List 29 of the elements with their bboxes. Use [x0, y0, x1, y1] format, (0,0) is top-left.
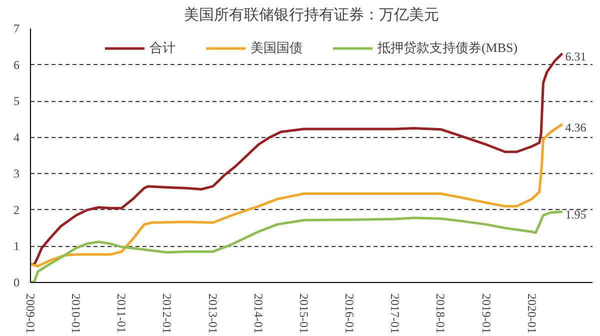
legend-label: 美国国债: [250, 39, 302, 57]
legend-label: 合计: [149, 39, 176, 57]
y-tick-label: 3: [14, 166, 20, 181]
line-series: [30, 123, 564, 268]
y-tick-label: 2: [14, 202, 20, 217]
x-tick-label: 2019-01: [479, 294, 494, 334]
x-tick-label: 2016-01: [342, 294, 357, 334]
x-tick-label: 2017-01: [388, 294, 402, 334]
annotation: 6.31: [565, 50, 586, 64]
x-tick-label: 2009-01: [24, 294, 38, 334]
y-tick-label: 5: [14, 94, 20, 108]
x-tick-label: 2010-01: [69, 294, 84, 334]
y-tick-label: 4: [14, 130, 20, 144]
line-series: [30, 210, 564, 282]
x-tick-label: 2013-01: [206, 294, 220, 334]
annotation: 1.95: [565, 208, 586, 222]
annotation: 4.36: [565, 120, 586, 134]
x-tick-label: 2018-01: [434, 294, 448, 334]
chart-title: 美国所有联储银行持有证券：万亿美元: [184, 6, 439, 24]
x-tick-label: 2012-01: [160, 294, 174, 334]
y-tick-label: 1: [14, 239, 20, 254]
y-tick-label: 6: [14, 58, 20, 72]
y-tick-label: 0: [14, 276, 20, 290]
x-tick-label: 2015-01: [296, 294, 311, 334]
x-tick-label: 2014-01: [251, 294, 266, 334]
legend-label: 抵押贷款支持债券(MBS): [377, 39, 518, 57]
x-tick-label: 2011-01: [114, 294, 129, 334]
x-tick-label: 2020-01: [524, 294, 539, 334]
y-tick-label: 7: [14, 22, 20, 36]
